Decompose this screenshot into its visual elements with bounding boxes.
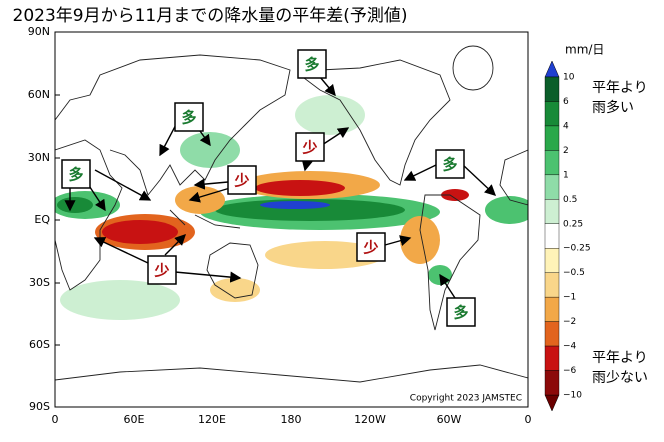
legend-bottom-arrow [544, 394, 560, 412]
callout-label: 少 [233, 172, 249, 190]
legend-swatch [544, 150, 560, 176]
legend-tick: 4 [563, 121, 569, 131]
copyright: Copyright 2023 JAMSTEC [410, 394, 522, 404]
title: 2023年9月から11月までの降水量の平年差(予測値) [13, 6, 408, 26]
legend: mm/日 10 6 4 2 1 0.5 0.25 −0.25 −0.5 −1 −2 −4 −6 −10 平年よ… [544, 43, 648, 412]
legend-unit: mm/日 [565, 43, 604, 57]
callout-label: 多 [181, 109, 196, 127]
callout-label: 多 [442, 156, 457, 174]
lat-label: 90N [28, 25, 50, 38]
lat-label: 30N [28, 151, 50, 164]
callout-label: 多 [453, 304, 468, 322]
legend-swatch [544, 370, 560, 396]
legend-tick: −0.25 [563, 244, 591, 254]
lon-label: 0 [52, 413, 59, 426]
legend-tick: −2 [563, 317, 576, 327]
legend-swatch [544, 125, 560, 151]
legend-top-arrow [544, 60, 560, 78]
coastlines [55, 45, 528, 383]
lon-label: 120W [354, 413, 386, 426]
legend-tick: 2 [563, 146, 569, 156]
legend-swatch [544, 272, 560, 298]
callout-box [227, 165, 257, 195]
dry-note: 平年より [592, 350, 648, 366]
callout-label: 少 [362, 239, 378, 257]
legend-swatch [544, 223, 560, 249]
legend-tick: 0.25 [563, 219, 583, 229]
legend-swatch [544, 199, 560, 224]
legend-swatch [544, 345, 560, 371]
legend-tick: −0.5 [563, 268, 585, 278]
wet-note: 平年より [592, 80, 648, 96]
callout-box [356, 232, 386, 262]
callout-box [147, 255, 177, 285]
legend-swatch [544, 174, 560, 200]
lon-label: 60E [124, 413, 145, 426]
lon-label: 60W [437, 413, 462, 426]
lat-label: EQ [34, 213, 50, 226]
callout-box [297, 49, 327, 79]
legend-swatch [544, 101, 560, 127]
callout-box [61, 159, 91, 189]
legend-swatch [544, 76, 560, 102]
callout-label: 少 [153, 262, 169, 280]
wet-note: 雨多い [592, 99, 634, 116]
legend-tick: 10 [563, 73, 575, 83]
lon-label: 0 [525, 413, 532, 426]
lon-label: 180 [281, 413, 302, 426]
legend-swatch [544, 296, 560, 322]
lon-label: 120E [198, 413, 226, 426]
legend-swatch [544, 248, 560, 273]
legend-tick: −1 [563, 293, 576, 303]
legend-tick: 0.5 [563, 195, 577, 205]
callout-label: 少 [301, 139, 317, 157]
callout-label: 多 [304, 56, 319, 74]
legend-tick: 1 [563, 170, 569, 180]
lat-label: 60S [29, 338, 50, 351]
lat-label: 90S [29, 400, 50, 413]
lat-label: 30S [29, 276, 50, 289]
anomaly-field [55, 32, 528, 407]
legend-tick: 6 [563, 97, 569, 107]
dry-note: 雨少ない [592, 370, 648, 386]
callout-box [295, 132, 325, 162]
callout-label: 多 [68, 166, 83, 184]
callout-box [174, 102, 204, 132]
callout-box [446, 297, 476, 327]
legend-tick: −4 [563, 342, 577, 352]
legend-tick: −10 [563, 391, 582, 401]
callout-box [435, 149, 465, 179]
legend-swatch [544, 321, 560, 347]
legend-tick: −6 [563, 366, 577, 376]
lat-label: 60N [28, 88, 50, 101]
